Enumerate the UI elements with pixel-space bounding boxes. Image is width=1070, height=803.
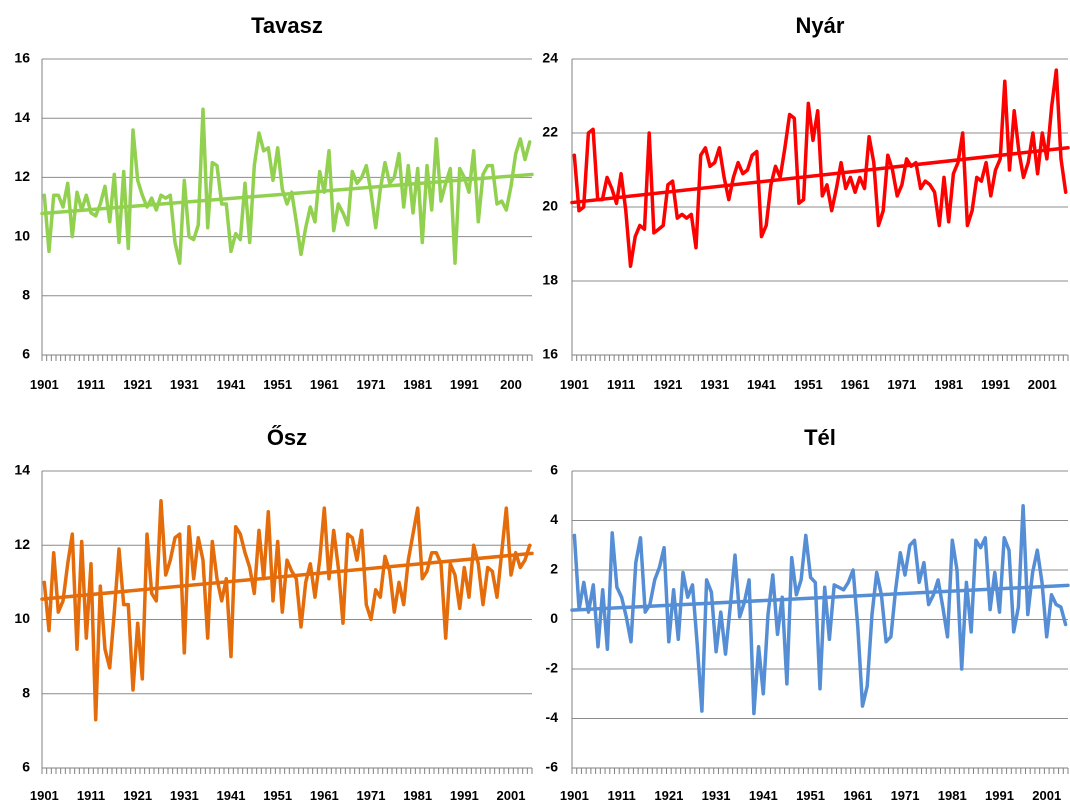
- y-tick-label: 12: [14, 536, 30, 552]
- y-tick-label: 8: [22, 287, 30, 303]
- x-tick-label: 1921: [123, 788, 152, 803]
- y-tick-label: 6: [22, 759, 30, 775]
- chart-title-nyar: Nyár: [796, 13, 845, 38]
- y-tick-label: 18: [542, 272, 558, 288]
- y-tick-label: 16: [542, 346, 558, 362]
- trend-line-osz: [40, 551, 534, 601]
- chart-title-osz: Ősz: [267, 425, 307, 450]
- x-tick-label: 1991: [450, 788, 479, 803]
- x-tick-label: 1901: [560, 377, 589, 392]
- x-tick-label: 1921: [653, 377, 682, 392]
- series-line-osz: [42, 498, 532, 722]
- x-tick-label: 1941: [749, 788, 778, 803]
- chart-tel: Tél -6 -4 -2 0 2 4 6 1901 1911 1921 1931 1941 1951 196…: [546, 425, 1070, 803]
- x-tick-label: 1981: [403, 377, 432, 392]
- series-line-tel: [572, 503, 1068, 716]
- x-tick-label: 1971: [891, 788, 920, 803]
- x-tick-label: 1901: [30, 788, 59, 803]
- y-tick-label: 6: [550, 462, 558, 478]
- x-tick-label: 1931: [170, 788, 199, 803]
- trend-line-tavasz: [40, 172, 534, 216]
- x-tick-label: 1981: [934, 377, 963, 392]
- x-tick-label: 1961: [310, 788, 339, 803]
- y-tick-label: 0: [550, 610, 558, 626]
- y-tick-label: 14: [14, 462, 30, 478]
- series-line-nyar: [572, 68, 1068, 268]
- x-tick-label: 2001: [497, 788, 526, 803]
- x-tick-label: 200: [500, 377, 522, 392]
- y-tick-label: 6: [22, 346, 30, 362]
- x-tick-label: 1931: [170, 377, 199, 392]
- x-tick-label: 1901: [560, 788, 589, 803]
- y-tick-label: 24: [542, 50, 558, 66]
- x-tick-label: 2001: [1032, 788, 1061, 803]
- trend-line-nyar: [570, 146, 1070, 205]
- x-tick-label: 1981: [938, 788, 967, 803]
- x-tick-label: 1951: [263, 377, 292, 392]
- x-tick-label: 1961: [843, 788, 872, 803]
- x-tick-label: 1931: [700, 377, 729, 392]
- y-tick-label: 10: [14, 227, 30, 243]
- y-tick-label: 4: [550, 511, 558, 527]
- chart-tavasz: Tavasz 6 8 10 12 14 16 1901 1911 1921 1931 1941 1951…: [14, 13, 534, 392]
- y-tick-label: 12: [14, 168, 30, 184]
- x-tick-label: 1961: [841, 377, 870, 392]
- x-tick-label: 1991: [981, 377, 1010, 392]
- x-tick-label: 1911: [607, 788, 635, 803]
- x-tick-label: 1911: [77, 788, 105, 803]
- x-tick-label: 1901: [30, 377, 59, 392]
- x-tick-label: 1971: [887, 377, 916, 392]
- x-tick-label: 2001: [1028, 377, 1057, 392]
- x-tick-label: 1961: [310, 377, 339, 392]
- trend-line-tel: [570, 583, 1070, 612]
- x-tick-label: 1931: [702, 788, 731, 803]
- x-tick-label: 1941: [217, 377, 246, 392]
- x-tick-label: 1971: [357, 788, 386, 803]
- x-tick-label: 1921: [123, 377, 152, 392]
- x-tick-label: 1981: [403, 788, 432, 803]
- x-tick-label: 1951: [794, 377, 823, 392]
- x-tick-label: 1951: [796, 788, 825, 803]
- x-tick-label: 1941: [217, 788, 246, 803]
- x-tick-label: 1941: [747, 377, 776, 392]
- series-line-tavasz: [42, 107, 532, 265]
- chart-nyar: Nyár 16 18 20 22 24 1901 1911 1921 1931 1941 1951 19…: [542, 13, 1070, 392]
- x-tick-label: 1911: [607, 377, 635, 392]
- chart-title-tavasz: Tavasz: [251, 13, 323, 38]
- y-tick-label: 16: [14, 50, 30, 66]
- chart-osz: Ősz 6 8 10 12 14 1901 1911 1921 1931 1941 1951 1961 1…: [14, 425, 534, 803]
- x-tick-label: 1991: [985, 788, 1014, 803]
- x-tick-label: 1951: [263, 788, 292, 803]
- y-tick-label: 14: [14, 109, 30, 125]
- y-tick-label: 10: [14, 610, 30, 626]
- y-tick-label: -4: [546, 709, 559, 725]
- y-tick-label: 2: [550, 561, 558, 577]
- x-tick-label: 1991: [450, 377, 479, 392]
- x-tick-label: 1911: [77, 377, 105, 392]
- y-tick-label: 22: [542, 124, 558, 140]
- y-tick-label: 8: [22, 684, 30, 700]
- x-tick-label: 1971: [357, 377, 386, 392]
- y-tick-label: -6: [546, 759, 559, 775]
- y-tick-label: -2: [546, 660, 559, 676]
- y-tick-label: 20: [542, 198, 558, 214]
- x-tick-label: 1921: [654, 788, 683, 803]
- chart-title-tel: Tél: [804, 425, 836, 450]
